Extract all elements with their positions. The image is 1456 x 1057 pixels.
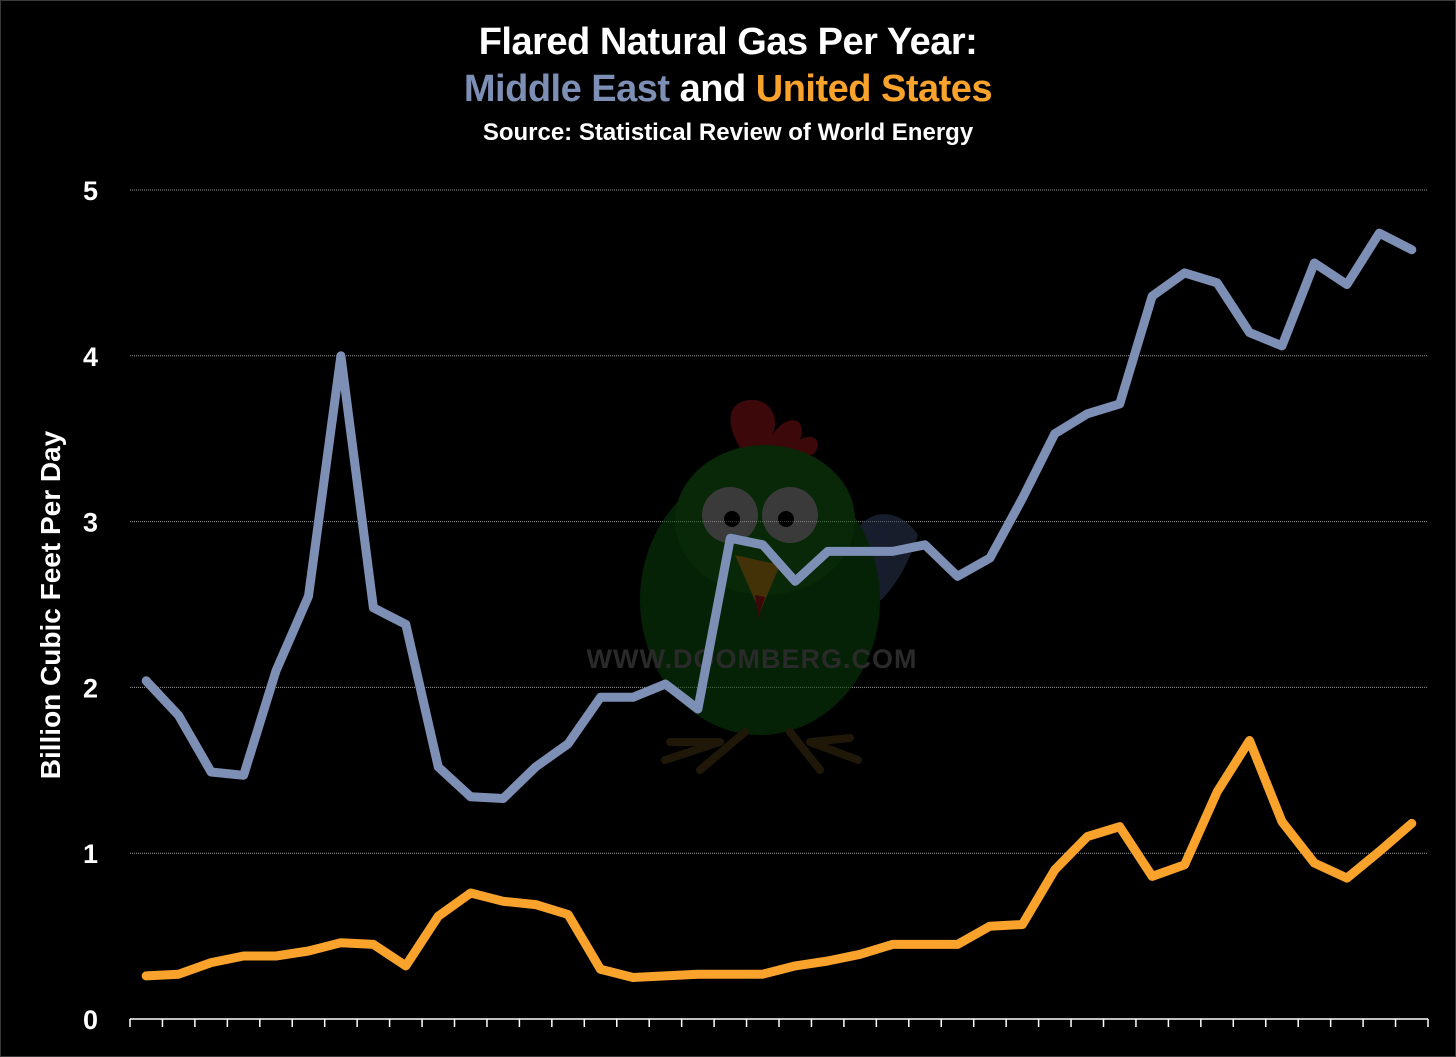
title-series-united-states: United States — [755, 68, 993, 110]
series-line-united-states — [141, 736, 1417, 982]
series-lines — [141, 228, 1417, 982]
y-axis-label: Billion Cubic Feet Per Day — [35, 430, 66, 779]
doomberg-chicken-icon — [640, 399, 918, 774]
title-connector: and — [679, 68, 747, 110]
y-tick-label: 5 — [83, 176, 98, 206]
y-tick-label: 3 — [83, 508, 98, 538]
chart-subtitle: Source: Statistical Review of World Ener… — [482, 119, 974, 146]
y-tick-label: 2 — [83, 673, 98, 703]
chart-title-series-line: Middle East and United States — [0, 66, 1456, 112]
chart-title: Flared Natural Gas Per Year: — [478, 21, 978, 63]
y-tick-label: 0 — [83, 1005, 98, 1035]
watermark-text: WWW.DOOMBERG.COM — [587, 644, 918, 674]
series-line-middle-east — [141, 228, 1417, 803]
title-series-middle-east: Middle East — [463, 68, 670, 110]
y-axis-ticks: 0 1 2 3 4 5 — [83, 176, 98, 1035]
y-tick-label: 1 — [83, 839, 98, 869]
y-tick-label: 4 — [83, 342, 98, 372]
chart-title-block: Flared Natural Gas Per Year: Middle East… — [0, 18, 1456, 154]
x-axis — [129, 1018, 1429, 1027]
